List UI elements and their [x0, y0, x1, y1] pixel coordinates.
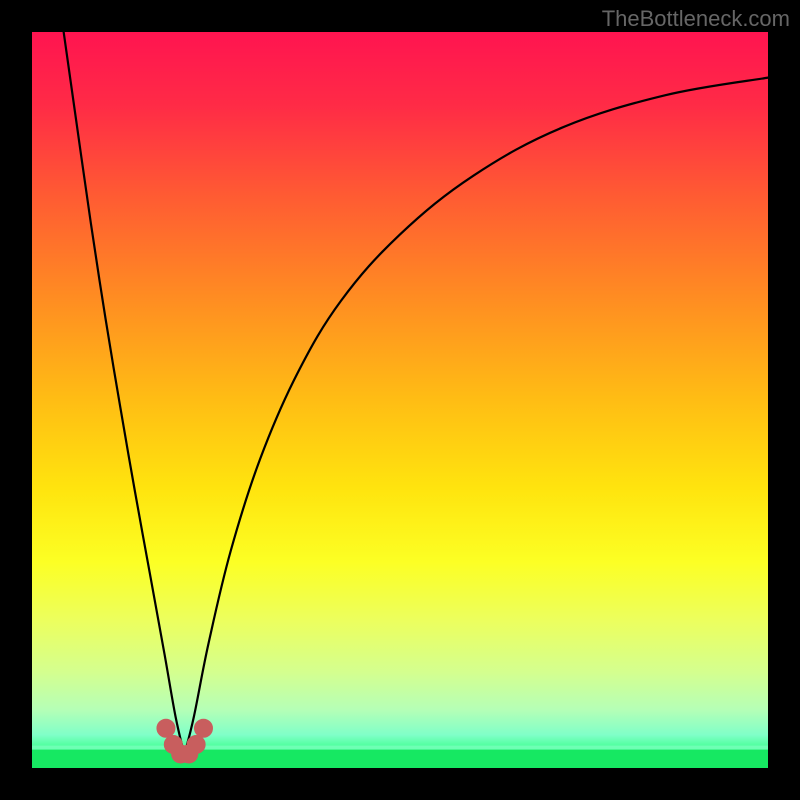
bottleneck-chart [0, 0, 800, 800]
min-marker [194, 719, 212, 737]
attribution-text: TheBottleneck.com [602, 6, 790, 32]
chart-container: { "attribution": { "text": "TheBottlenec… [0, 0, 800, 800]
min-marker [157, 719, 175, 737]
plot-gradient-background [32, 32, 768, 768]
min-marker [187, 735, 205, 753]
green-band [32, 750, 768, 768]
